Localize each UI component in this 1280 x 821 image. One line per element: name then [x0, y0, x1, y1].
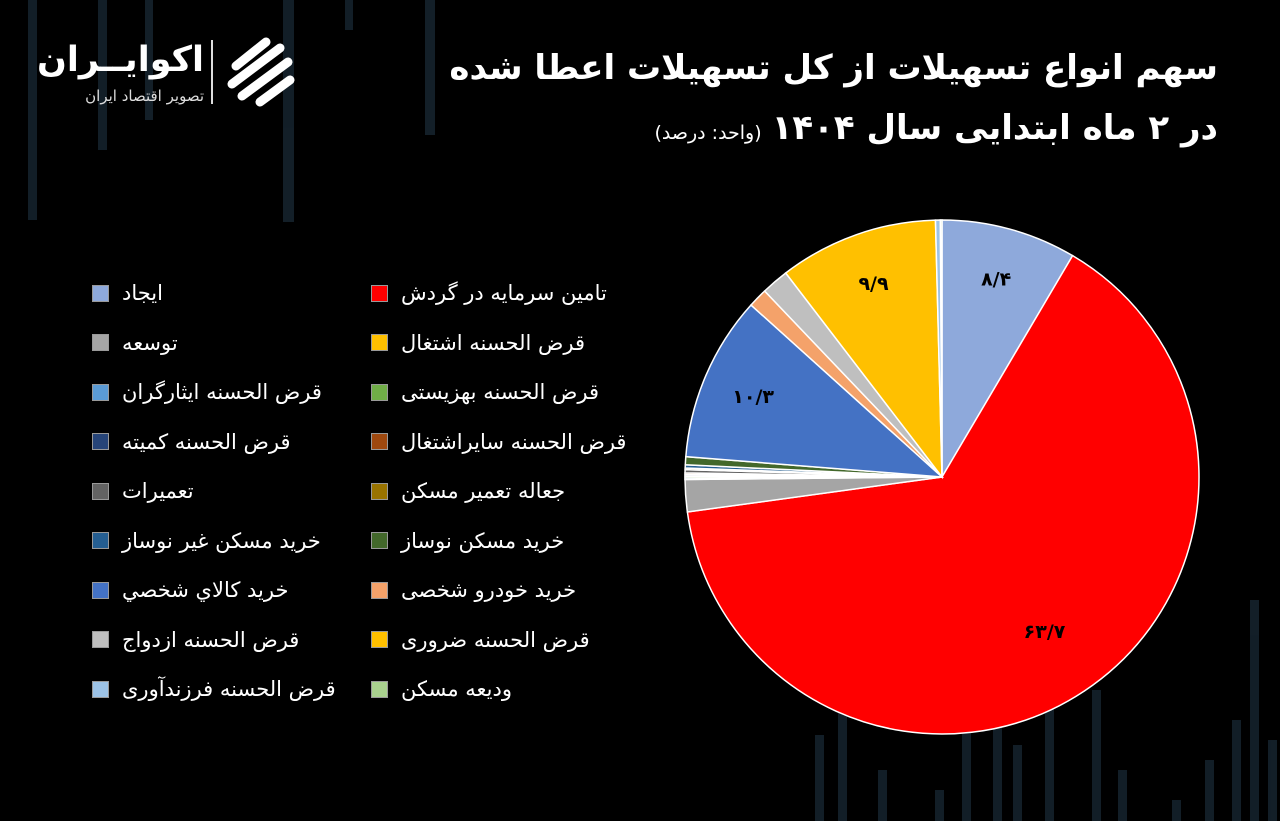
legend-swatch [92, 334, 109, 351]
legend-label: قرض الحسنه فرزندآوری [122, 677, 336, 701]
legend-item: قرض الحسنه ضروری [371, 625, 590, 655]
legend-item: ودیعه مسکن [371, 674, 512, 704]
legend-label: قرض الحسنه ضروری [401, 627, 590, 652]
data-label: ۱۰/۳ [732, 386, 774, 408]
logo-divider [211, 40, 213, 104]
legend-item: قرض الحسنه اشتغال [371, 328, 585, 358]
brand-mark-icon [227, 37, 295, 107]
legend-swatch [371, 284, 388, 302]
legend-label: خرید خودرو شخصی [401, 578, 577, 602]
legend-label: ایجاد [122, 281, 163, 305]
data-label: ۹/۹ [858, 273, 889, 295]
legend-label: توسعه [122, 330, 178, 355]
legend-item: تعمیرات [92, 476, 194, 506]
chart-title: سهم انواع تسهیلات از کل تسهیلات اعطا شده… [449, 38, 1218, 163]
pie-slice [686, 254, 1200, 735]
legend-label: خريد كالاي شخصي [122, 578, 289, 602]
legend-item: خرید مسکن نوساز [371, 526, 564, 556]
legend-item: تامین سرمایه در گردش [371, 278, 607, 308]
legend-label: تامین سرمایه در گردش [401, 281, 607, 305]
legend-label: تعمیرات [122, 479, 194, 503]
data-label: ۶۳/۷ [1024, 621, 1066, 643]
legend-label: قرض الحسنه کمیته [122, 429, 291, 454]
legend-item: جعاله تعمیر مسکن [371, 476, 565, 506]
data-label: ۸/۴ [981, 269, 1011, 291]
legend-label: ودیعه مسکن [401, 677, 512, 701]
pie-slice [941, 219, 1074, 480]
title-line-1: سهم انواع تسهیلات از کل تسهیلات اعطا شده [449, 48, 1218, 88]
legend-swatch [92, 433, 109, 450]
legend-swatch [371, 334, 388, 351]
legend-swatch [371, 383, 388, 401]
legend-swatch [92, 532, 109, 549]
legend-item: خرید خودرو شخصی [371, 575, 576, 605]
legend-item: قرض الحسنه سایراشتغال [371, 427, 626, 457]
legend-item: خرید مسکن غیر نوساز [92, 526, 321, 556]
legend-label: جعاله تعمیر مسکن [401, 479, 566, 503]
legend-swatch [371, 482, 388, 500]
legend-swatch [92, 631, 109, 648]
unit-note: (واحد: درصد) [654, 122, 762, 144]
chart-legend: ایجاد تامین سرمایه در گردش توسعه قرض الحسنه… [86, 268, 666, 708]
legend-item: قرض الحسنه ایثارگران [92, 377, 322, 407]
legend-label: خرید مسکن غیر نوساز [122, 528, 321, 553]
legend-swatch [371, 433, 388, 450]
legend-item: قرض الحسنه کمیته [92, 427, 291, 457]
legend-label: قرض الحسنه سایراشتغال [401, 429, 627, 454]
brand-logo: اکوایــران تصویر اقتصاد ایران [36, 36, 306, 116]
legend-swatch [92, 482, 109, 500]
legend-label: خرید مسکن نوساز [401, 528, 565, 553]
legend-swatch [92, 581, 109, 599]
pie-slice [685, 303, 945, 478]
legend-swatch [92, 383, 109, 401]
legend-swatch [92, 680, 109, 698]
legend-item: قرض الحسنه فرزندآوری [92, 674, 336, 704]
legend-item: خريد كالاي شخصي [92, 575, 288, 605]
legend-label: قرض الحسنه ازدواج [122, 627, 300, 652]
legend-item: قرض الحسنه ازدواج [92, 625, 299, 655]
legend-swatch [371, 581, 388, 599]
legend-swatch [92, 284, 109, 302]
legend-item: توسعه [92, 328, 178, 358]
legend-swatch [371, 680, 388, 698]
legend-label: قرض الحسنه ایثارگران [122, 380, 322, 404]
legend-label: قرض الحسنه بهزیستی [401, 380, 600, 404]
legend-label: قرض الحسنه اشتغال [401, 330, 586, 355]
pie-slice [784, 219, 943, 480]
brand-tagline: تصویر اقتصاد ایران [85, 87, 204, 105]
legend-item: ایجاد [92, 278, 163, 308]
brand-name: اکوایــران [36, 40, 204, 80]
legend-swatch [371, 631, 388, 648]
pie-slice [939, 219, 943, 478]
legend-item: قرض الحسنه بهزیستی [371, 377, 599, 407]
title-line-2: در ۲ ماه ابتدایی سال ۱۴۰۴ [771, 108, 1218, 148]
legend-swatch [371, 532, 388, 549]
